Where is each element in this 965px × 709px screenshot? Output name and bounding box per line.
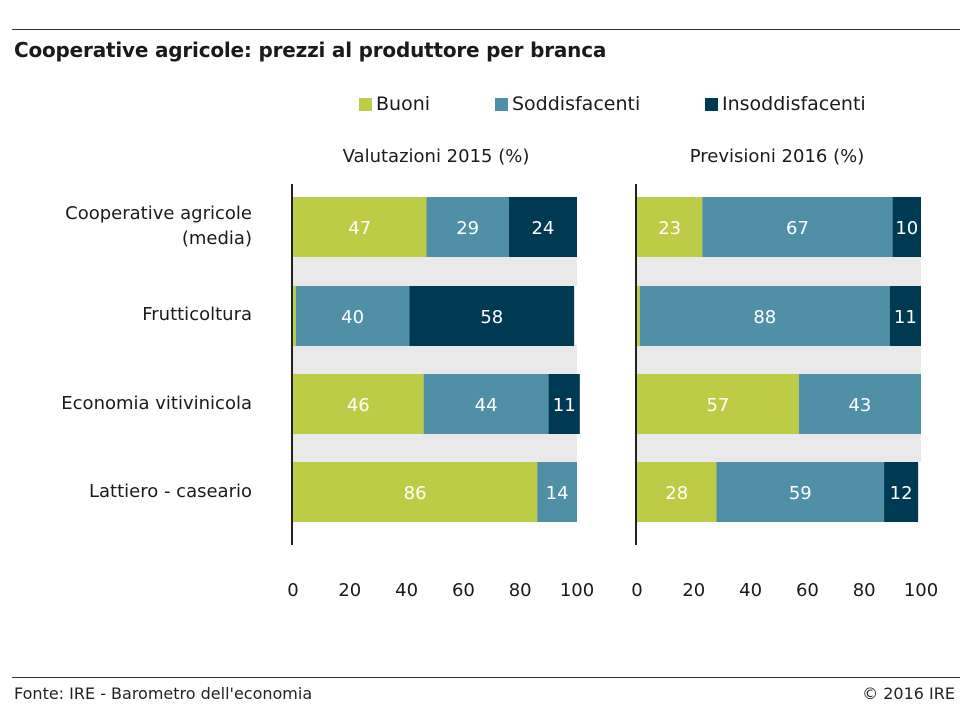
bar-insoddisfacenti-1-2 — [409, 286, 575, 346]
tick-label-2-0: 0 — [631, 580, 642, 601]
tick-label-1-80: 80 — [509, 580, 532, 601]
data-label-soddisfacenti-1-1: 29 — [456, 218, 479, 239]
bar-insoddisfacenti-1-1 — [508, 197, 577, 257]
row-band-1-3 — [293, 433, 577, 462]
legend-item-buoni: Buoni — [359, 91, 430, 117]
tick-label-2-80: 80 — [853, 580, 876, 601]
bar-buoni-2-3 — [637, 374, 799, 434]
bar-soddisfacenti-2-4 — [716, 462, 885, 522]
data-label-buoni-1-3: 46 — [347, 395, 370, 416]
legend-label-insoddisfacenti: Insoddisfacenti — [722, 93, 866, 115]
data-label-buoni-2-4: 28 — [665, 483, 688, 504]
legend-label-buoni: Buoni — [376, 93, 431, 115]
data-label-soddisfacenti-1-2: 40 — [341, 307, 364, 328]
data-label-buoni-2-1: 23 — [658, 218, 681, 239]
row-band-2-3 — [637, 433, 921, 462]
bottom-rule — [12, 677, 960, 678]
category-label-line2: (media) — [181, 228, 252, 249]
tick-label-1-0: 0 — [287, 580, 298, 601]
bar-buoni-1-4 — [293, 462, 538, 522]
bar-insoddisfacenti-2-2 — [889, 286, 921, 346]
panel-title-2015: Valutazioni 2015 (%) — [342, 146, 530, 167]
data-label-soddisfacenti-2-4: 59 — [789, 483, 812, 504]
data-label-soddisfacenti-1-3: 44 — [475, 395, 498, 416]
bar-insoddisfacenti-1-3 — [548, 374, 580, 434]
data-label-buoni-1-1: 47 — [348, 218, 371, 239]
legend-swatch-soddisfacenti — [495, 97, 508, 111]
bar-soddisfacenti-2-2 — [639, 286, 890, 346]
category-label-lattiero-caseario: Lattiero - caseario — [88, 481, 252, 502]
bar-buoni-1-2 — [293, 286, 296, 346]
legend-label-soddisfacenti: Soddisfacenti — [512, 93, 641, 115]
tick-label-1-40: 40 — [395, 580, 418, 601]
legend-swatch-buoni — [359, 97, 372, 111]
tick-label-2-100: 100 — [904, 580, 938, 601]
legend-swatch-insoddisfacenti — [705, 97, 718, 111]
data-label-insoddisfacenti-1-2: 58 — [480, 307, 503, 328]
data-label-insoddisfacenti-2-1: 10 — [895, 218, 918, 239]
bar-buoni-2-2 — [637, 286, 640, 346]
bar-soddisfacenti-2-1 — [702, 197, 893, 257]
data-label-soddisfacenti-1-4: 14 — [546, 483, 569, 504]
tick-label-2-40: 40 — [739, 580, 762, 601]
bar-buoni-1-1 — [293, 197, 427, 257]
bar-buoni-2-1 — [637, 197, 703, 257]
top-rule — [12, 29, 960, 30]
tick-label-1-100: 100 — [560, 580, 594, 601]
tick-label-1-20: 20 — [338, 580, 361, 601]
data-label-soddisfacenti-2-2: 88 — [753, 307, 776, 328]
bar-soddisfacenti-1-1 — [426, 197, 509, 257]
source-note: Fonte: IRE - Barometro dell'economia — [14, 684, 313, 703]
row-band-1-1 — [293, 257, 577, 286]
row-band-1-2 — [293, 345, 577, 374]
tick-label-2-20: 20 — [682, 580, 705, 601]
category-label-cooperative-agricole: Cooperative agricole (media) — [65, 201, 252, 251]
legend-item-insoddisfacenti: Insoddisfacenti — [705, 91, 866, 117]
data-label-insoddisfacenti-1-1: 24 — [531, 218, 554, 239]
panel-title-2016: Previsioni 2016 (%) — [689, 146, 865, 167]
tick-label-2-60: 60 — [796, 580, 819, 601]
category-label-economia-vitivinicola: Economia vitivinicola — [61, 393, 252, 414]
bar-insoddisfacenti-2-4 — [884, 462, 919, 522]
tick-label-1-60: 60 — [452, 580, 475, 601]
bar-soddisfacenti-2-3 — [798, 374, 921, 434]
data-label-insoddisfacenti-1-3: 11 — [553, 395, 576, 416]
data-label-soddisfacenti-2-3: 43 — [848, 395, 871, 416]
bar-soddisfacenti-1-3 — [423, 374, 549, 434]
legend-item-soddisfacenti: Soddisfacenti — [495, 91, 640, 117]
data-label-soddisfacenti-2-1: 67 — [786, 218, 809, 239]
bar-soddisfacenti-1-2 — [295, 286, 410, 346]
row-band-2-2 — [637, 345, 921, 374]
bar-soddisfacenti-1-4 — [537, 462, 577, 522]
bar-insoddisfacenti-2-1 — [892, 197, 921, 257]
bar-buoni-1-3 — [293, 374, 424, 434]
data-label-insoddisfacenti-2-2: 11 — [894, 307, 917, 328]
category-label-frutticoltura: Frutticoltura — [142, 304, 252, 325]
data-label-buoni-2-3: 57 — [706, 395, 729, 416]
row-band-2-1 — [637, 257, 921, 286]
data-label-insoddisfacenti-2-4: 12 — [890, 483, 913, 504]
category-label-line1: Cooperative agricole — [65, 203, 252, 224]
copyright: © 2016 IRE — [862, 684, 955, 703]
chart-title: Cooperative agricole: prezzi al produtto… — [14, 38, 607, 62]
data-label-buoni-1-4: 86 — [404, 483, 427, 504]
bar-buoni-2-4 — [637, 462, 717, 522]
